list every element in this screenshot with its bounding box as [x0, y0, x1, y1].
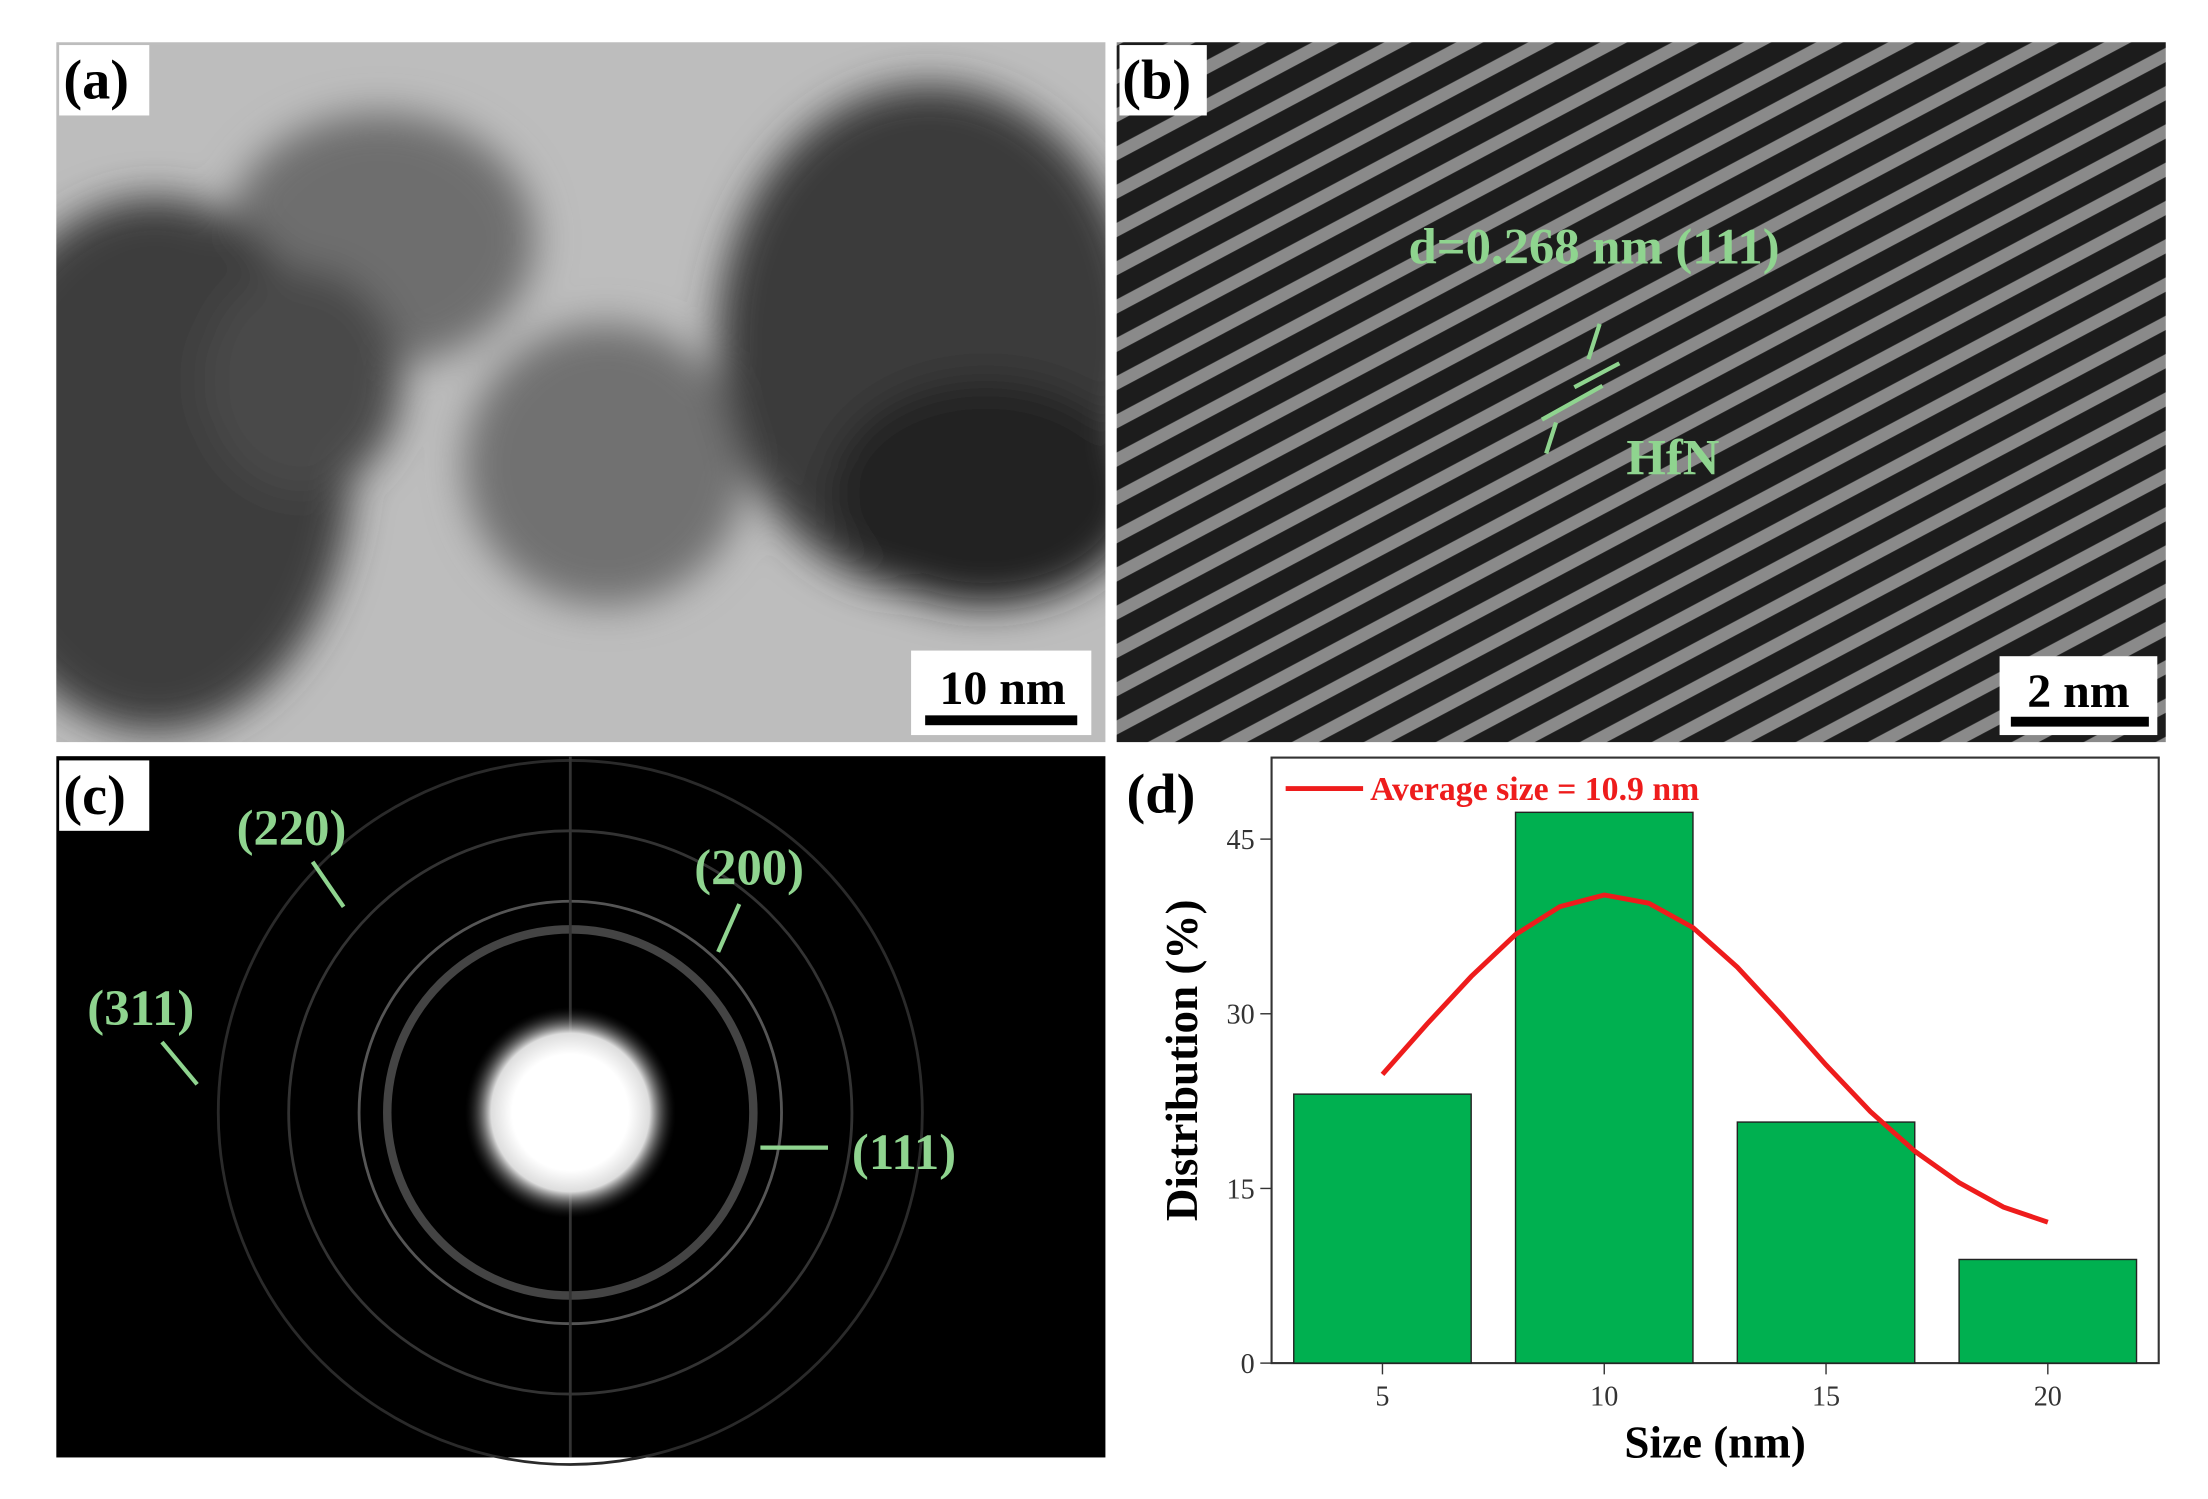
- annotation: d=0.268 nm (111): [1409, 218, 1780, 274]
- annotation: (311): [87, 980, 194, 1036]
- annotation: HfN: [1626, 430, 1719, 486]
- x-tick-label: 10: [1590, 1381, 1618, 1412]
- panel-d: (d) Size (nm) Distribution (%): [1127, 764, 1806, 1468]
- y-tick-label: 0: [1241, 1349, 1255, 1380]
- y-axis-title: Distribution (%): [1157, 900, 1207, 1222]
- x-tick-label: 15: [1812, 1381, 1840, 1412]
- panel-b: (b) d=0.268 nm (111) HfN 2 nm: [1116, 42, 2166, 743]
- bar: [1736, 1121, 1916, 1364]
- panel-label: (c): [63, 765, 125, 827]
- scale-bar-label: 10 nm: [939, 662, 1065, 715]
- bar: [1293, 1093, 1472, 1364]
- annotation: (111): [852, 1124, 956, 1180]
- legend-label: Average size = 10.9 nm: [1370, 771, 1699, 808]
- panel-a: (a) 10 nm: [56, 42, 1106, 743]
- bar: [1514, 811, 1694, 1364]
- y-tick-label: 30: [1227, 1000, 1255, 1031]
- bar: [1958, 1258, 2138, 1364]
- y-tick-label: 45: [1227, 825, 1255, 856]
- annotation: (200): [694, 839, 804, 895]
- x-axis-title: Size (nm): [1624, 1417, 1805, 1467]
- fit-line: [1380, 892, 2049, 1225]
- scale-bar-label: 2 nm: [2027, 665, 2130, 718]
- panel-c: (c) (220) (200) (311) (111): [56, 756, 1106, 1466]
- annotation: (220): [237, 800, 347, 856]
- panel-label: (a): [63, 50, 129, 112]
- y-tick-label: 15: [1227, 1174, 1255, 1205]
- panel-label: (b): [1122, 50, 1191, 112]
- plot-frame: [1270, 756, 2160, 1365]
- panel-label: (d): [1127, 764, 1196, 826]
- x-tick-label: 20: [2034, 1381, 2062, 1412]
- x-tick-label: 5: [1375, 1381, 1389, 1412]
